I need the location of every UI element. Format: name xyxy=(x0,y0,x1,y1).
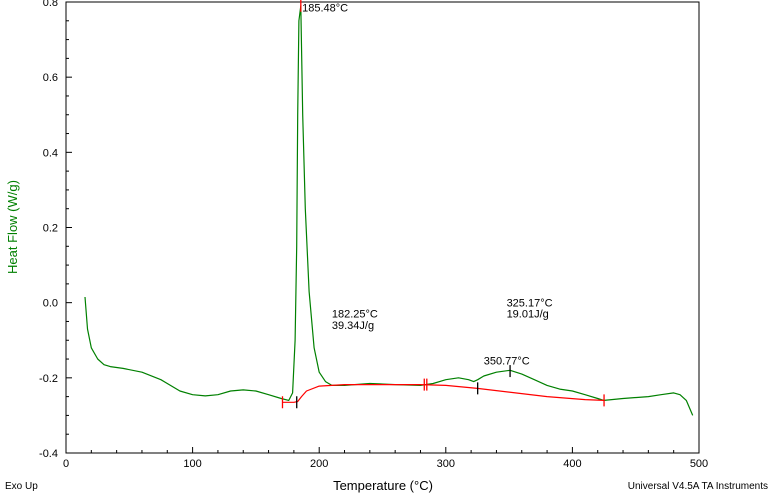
annotation-label: 325.17°C xyxy=(507,297,553,309)
x-tick-label: 500 xyxy=(690,458,708,470)
y-axis-title: Heat Flow (W/g) xyxy=(5,180,20,274)
annotation-label: 182.25°C xyxy=(332,309,378,321)
plot-frame xyxy=(65,1,700,454)
annotation-label: 185.48°C xyxy=(302,2,348,14)
y-tick-label: 0.2 xyxy=(43,223,58,235)
y-axis: -0.4 -0.2 0.0 0.2 0.4 0.6 0.8 xyxy=(39,0,72,460)
annotation-label: 19.01J/g xyxy=(507,309,549,321)
y-tick-label: -0.4 xyxy=(39,448,58,460)
x-axis: 0 100 200 300 400 500 xyxy=(63,447,708,470)
y-tick-label: -0.2 xyxy=(39,373,58,385)
x-tick-label: 300 xyxy=(437,458,455,470)
y-tick-label: 0.0 xyxy=(43,298,58,310)
x-tick-label: 0 xyxy=(63,458,69,470)
x-axis-title: Temperature (°C) xyxy=(333,478,433,493)
annotation-label: 39.34J/g xyxy=(332,320,374,332)
y-tick-label: 0.6 xyxy=(43,72,58,84)
footer-right: Universal V4.5A TA Instruments xyxy=(628,481,768,492)
x-tick-label: 200 xyxy=(310,458,328,470)
annotation-group: 185.48°C 182.25°C39.34J/g 325.17°C19.01J/g… xyxy=(302,2,553,367)
footer-left: Exo Up xyxy=(5,481,38,492)
series-line-1 xyxy=(84,5,694,416)
x-tick-label: 400 xyxy=(563,458,581,470)
y-tick-label: 0.4 xyxy=(43,147,58,159)
annotation-label: 350.77°C xyxy=(484,356,530,368)
y-tick-label: 0.8 xyxy=(43,0,58,9)
series-line-2 xyxy=(282,384,605,403)
series-group xyxy=(84,5,694,416)
x-tick-label: 100 xyxy=(183,458,201,470)
marker-group xyxy=(281,0,605,409)
